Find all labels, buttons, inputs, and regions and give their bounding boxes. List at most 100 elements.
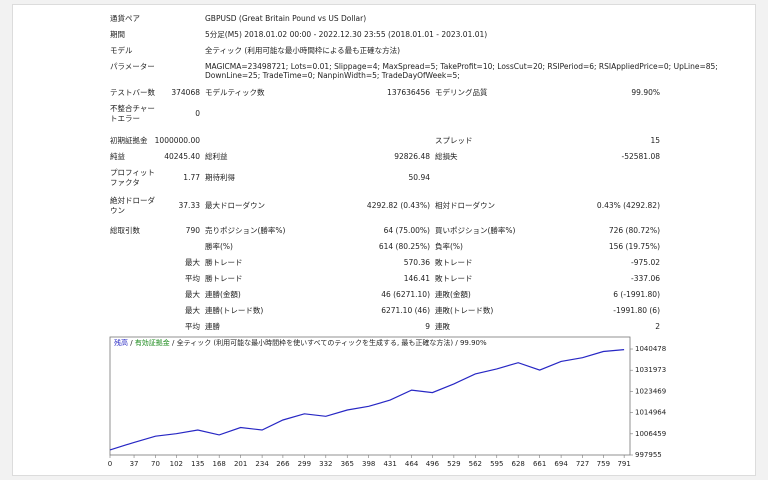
info-value: 全ティック (利用可能な最小時間枠による最も正確な方法) xyxy=(205,46,401,55)
stat-value: 99.90% xyxy=(631,88,660,97)
stat-label: 期待利得 xyxy=(205,173,235,182)
stat-label: 連敗(トレード数) xyxy=(435,306,494,315)
legend-entry: 有効証拠金 xyxy=(135,338,170,347)
stat-value: 790 xyxy=(185,226,200,235)
stat-value: 最大 xyxy=(185,258,200,267)
x-tick-label: 70 xyxy=(151,460,160,468)
plot-frame xyxy=(109,336,631,456)
x-tick-label: 529 xyxy=(447,460,460,468)
stat-value: 46 (6271.10) xyxy=(381,290,430,299)
stat-value: 6 (-1991.80) xyxy=(613,290,660,299)
chart-title: 全ティック (利用可能な最小時間枠を使いすべてのティックを生成する, 最も正確な… xyxy=(177,338,454,347)
stat-value: -975.02 xyxy=(631,258,660,267)
y-tick-label: 997955 xyxy=(635,451,662,459)
stat-value: 最大 xyxy=(185,306,200,315)
stat-value: 570.36 xyxy=(403,258,430,267)
x-tick-label: 299 xyxy=(298,460,311,468)
info-label: 期間 xyxy=(110,30,125,39)
stat-value: 40245.40 xyxy=(164,152,200,161)
info-label: パラメーター xyxy=(110,62,155,71)
info-value: DownLine=25; TradeTime=0; NanpinWidth=5;… xyxy=(205,71,460,80)
x-tick-label: 628 xyxy=(512,460,525,468)
stat-label: ウン xyxy=(110,206,125,215)
stat-label: プロフィット xyxy=(110,168,155,177)
x-tick-label: 431 xyxy=(383,460,396,468)
stat-label: 総損失 xyxy=(435,152,458,161)
stat-label: 勝トレード xyxy=(205,274,243,283)
stat-label: モデリング品質 xyxy=(435,88,488,97)
stat-value: 2 xyxy=(655,322,660,331)
x-tick-label: 37 xyxy=(130,460,139,468)
chart-header: 残高 / 有効証拠金 / 全ティック (利用可能な最小時間枠を使いすべてのティッ… xyxy=(114,338,487,347)
y-tick-label: 1014964 xyxy=(635,409,667,417)
legend-entry: 残高 xyxy=(114,338,128,347)
stat-label: 純益 xyxy=(110,152,125,161)
stat-label: 総取引数 xyxy=(110,226,140,235)
stat-value: 0 xyxy=(195,109,200,118)
separator: / xyxy=(453,339,460,347)
x-tick-label: 0 xyxy=(108,460,112,468)
stat-label: 連敗 xyxy=(435,322,450,331)
stat-value: 146.41 xyxy=(403,274,430,283)
stat-label: 初期証拠金 xyxy=(110,136,148,145)
info-value: MAGICMA=23498721; Lots=0.01; Slippage=4;… xyxy=(205,62,718,71)
x-tick-label: 102 xyxy=(170,460,183,468)
x-tick-label: 365 xyxy=(341,460,354,468)
stat-label: 不整合チャー xyxy=(110,104,155,113)
stat-label: スプレッド xyxy=(435,136,473,145)
stat-label: 勝トレード xyxy=(205,258,243,267)
x-tick-label: 694 xyxy=(554,460,568,468)
stat-label: 敗トレード xyxy=(435,274,473,283)
x-tick-label: 168 xyxy=(213,460,226,468)
stat-label: 連勝(金額) xyxy=(205,290,241,299)
stat-value: 0.43% (4292.82) xyxy=(596,201,660,210)
y-tick-label: 1006459 xyxy=(635,430,666,438)
stat-label: トエラー xyxy=(110,114,140,123)
y-tick-label: 1040478 xyxy=(635,345,666,353)
chart-quality: 99.90% xyxy=(460,339,487,347)
stat-label: 連敗(金額) xyxy=(435,290,471,299)
stat-value: 最大 xyxy=(185,290,200,299)
stat-value: 64 (75.00%) xyxy=(383,226,430,235)
stat-value: 6271.10 (46) xyxy=(381,306,430,315)
stat-label: 買いポジション(勝率%) xyxy=(435,226,516,235)
stat-label: 最大ドローダウン xyxy=(205,201,265,210)
x-tick-label: 135 xyxy=(191,460,204,468)
separator: / xyxy=(128,339,135,347)
stat-value: 50.94 xyxy=(408,173,430,182)
stat-value: 374068 xyxy=(171,88,200,97)
stat-label: 絶対ドローダ xyxy=(110,196,155,205)
stat-value: 9 xyxy=(425,322,430,331)
stat-value: 15 xyxy=(650,136,660,145)
stat-label: モデルティック数 xyxy=(205,88,265,97)
stat-value: 1000000.00 xyxy=(154,136,200,145)
x-tick-label: 759 xyxy=(597,460,610,468)
x-tick-label: 398 xyxy=(362,460,375,468)
stat-value: 平均 xyxy=(185,274,200,283)
stat-label: 敗トレード xyxy=(435,258,473,267)
balance-line xyxy=(109,349,625,451)
x-tick-label: 266 xyxy=(276,460,290,468)
stat-value: 4292.82 (0.43%) xyxy=(366,201,430,210)
stat-value: 平均 xyxy=(185,322,200,331)
stat-value: 156 (19.75%) xyxy=(608,242,660,251)
x-tick-label: 332 xyxy=(319,460,332,468)
x-tick-label: 562 xyxy=(469,460,482,468)
info-label: モデル xyxy=(110,46,133,55)
stat-value: 726 (80.72%) xyxy=(608,226,660,235)
stat-label: ファクタ xyxy=(110,178,140,187)
x-tick-label: 464 xyxy=(405,460,419,468)
stat-value: 37.33 xyxy=(178,201,200,210)
x-tick-label: 791 xyxy=(617,460,630,468)
separator: / xyxy=(170,339,177,347)
x-tick-label: 595 xyxy=(490,460,503,468)
stat-value: -337.06 xyxy=(631,274,660,283)
x-tick-label: 727 xyxy=(576,460,589,468)
balance-chart: 997955 1006459 1014964 1023469 1031973 104047… xyxy=(108,336,667,468)
stat-label: 勝率(%) xyxy=(205,242,233,251)
stat-label: 売りポジション(勝率%) xyxy=(205,226,286,235)
stat-label: テストバー数 xyxy=(110,88,155,97)
stat-value: 92826.48 xyxy=(394,152,430,161)
stat-label: 総利益 xyxy=(205,152,228,161)
